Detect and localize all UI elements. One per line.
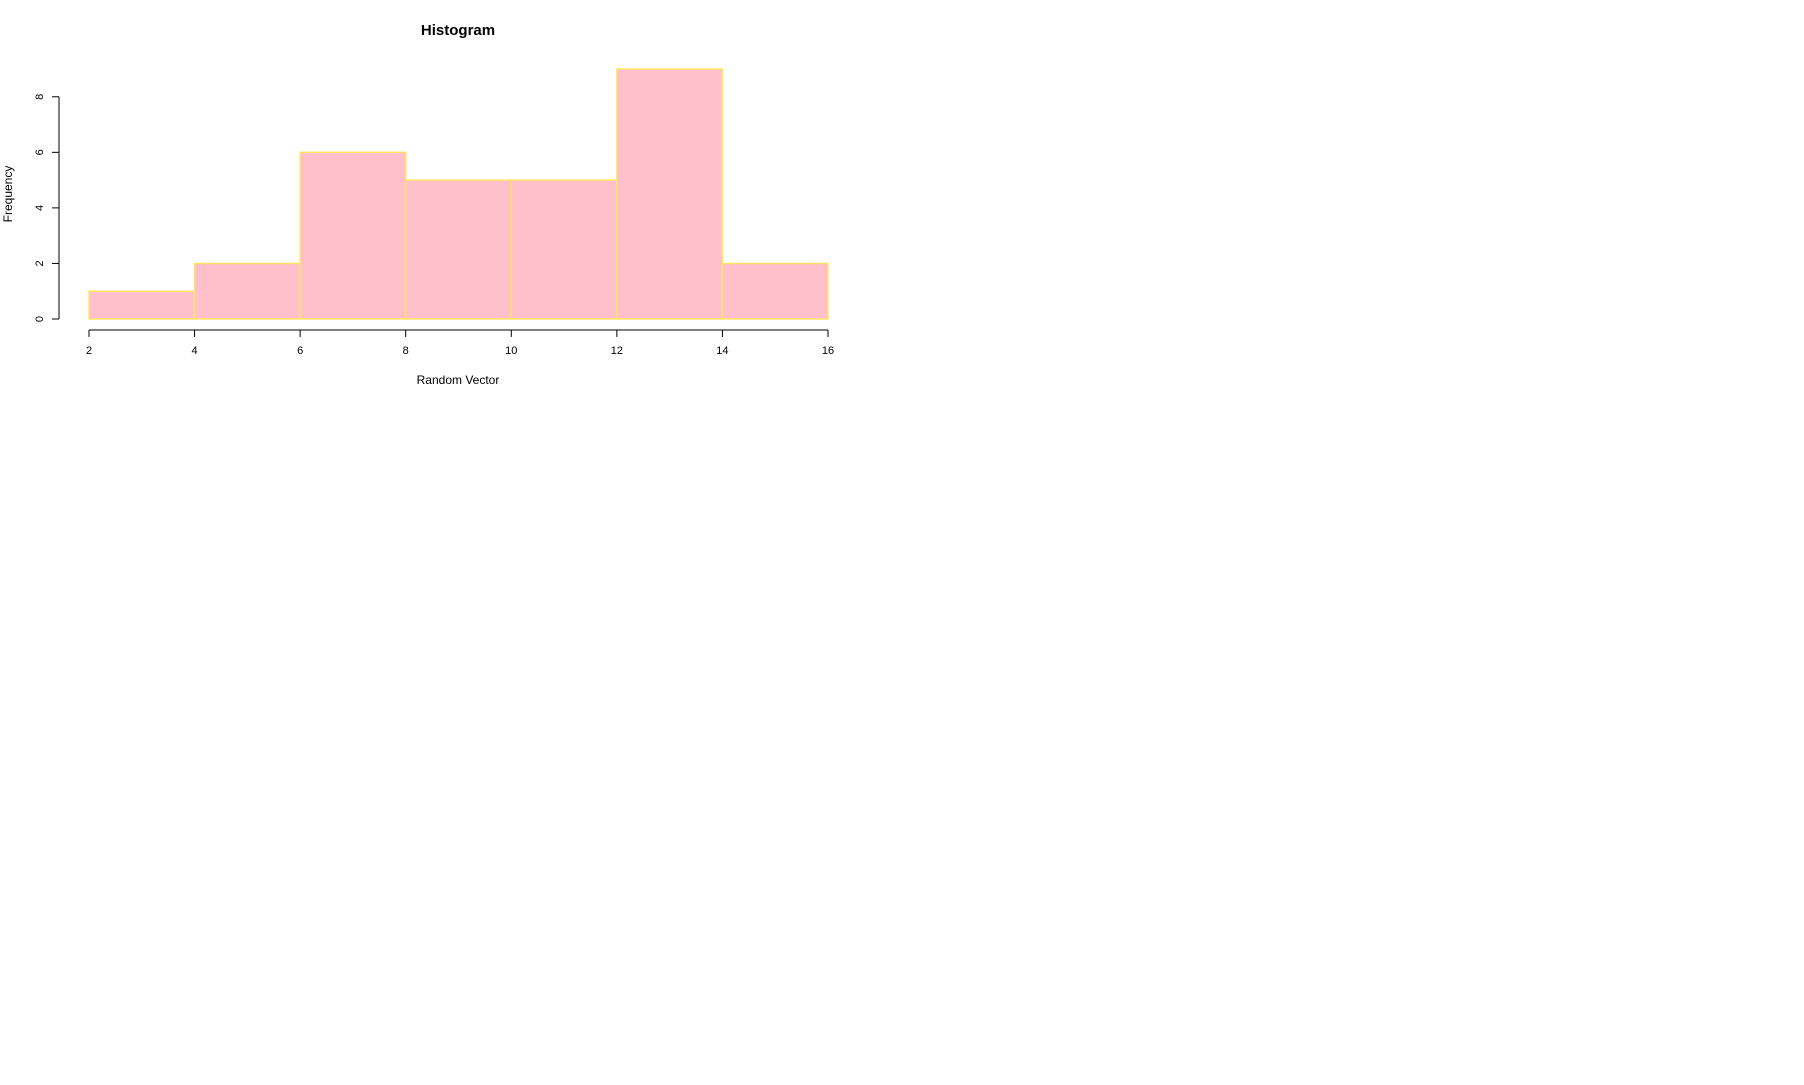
bars-group bbox=[88, 68, 829, 320]
y-tick-label-0: 0 bbox=[34, 316, 46, 322]
histogram-bar-4 bbox=[510, 179, 618, 320]
x-tick-label-3: 8 bbox=[403, 345, 409, 357]
histogram-bar-5 bbox=[616, 68, 724, 320]
histogram-bar-1 bbox=[193, 262, 301, 320]
y-axis: 0 2 4 6 8 bbox=[34, 94, 60, 322]
histogram-bar-0 bbox=[88, 290, 196, 320]
x-tick-label-5: 12 bbox=[611, 345, 623, 357]
y-tick-label-2: 4 bbox=[34, 205, 46, 211]
x-axis: 2 4 6 8 10 12 14 16 bbox=[86, 329, 834, 357]
x-tick-label-7: 16 bbox=[822, 345, 834, 357]
x-tick-label-1: 4 bbox=[192, 345, 198, 357]
x-tick-label-2: 6 bbox=[297, 345, 303, 357]
histogram-bar-6 bbox=[721, 262, 829, 320]
y-tick-label-4: 8 bbox=[34, 94, 46, 100]
x-tick-label-0: 2 bbox=[86, 345, 92, 357]
x-axis-label: Random Vector bbox=[417, 373, 500, 387]
x-tick-label-4: 10 bbox=[505, 345, 517, 357]
chart-title: Histogram bbox=[421, 22, 495, 39]
histogram-bar-2 bbox=[299, 151, 407, 320]
y-axis-label: Frequency bbox=[1, 166, 15, 223]
x-tick-label-6: 14 bbox=[716, 345, 728, 357]
y-tick-label-1: 2 bbox=[34, 260, 46, 266]
y-tick-label-3: 6 bbox=[34, 149, 46, 155]
histogram-bar-3 bbox=[404, 179, 513, 320]
